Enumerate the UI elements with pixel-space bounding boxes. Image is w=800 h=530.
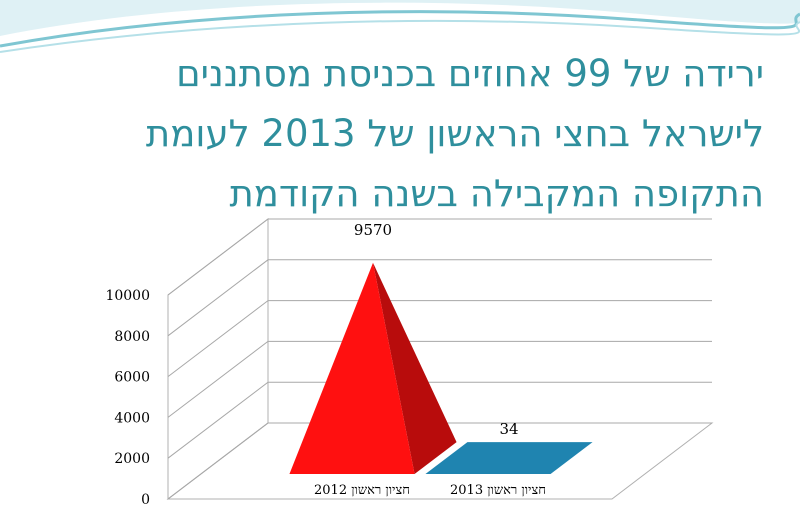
slide-title-line-3: התקופה המקבילה בשנה הקודמת bbox=[229, 172, 764, 215]
pyramid-side-face bbox=[373, 262, 457, 474]
decorative-wave bbox=[0, 0, 800, 53]
data-labels: 9570 34 bbox=[354, 221, 519, 438]
slide-title: ירידה של 99 אחוזים בכניסת מסתננים לישראל… bbox=[4, 44, 764, 224]
pyramid-mark bbox=[425, 442, 593, 474]
y-tick-label: 10000 bbox=[105, 288, 150, 304]
category-label: חציון ראשון 2013 bbox=[450, 483, 546, 498]
gridline bbox=[167, 422, 712, 500]
chart-walls bbox=[166, 217, 714, 501]
category-label: חציון ראשון 2012 bbox=[314, 483, 410, 498]
gridline bbox=[167, 381, 712, 459]
pyramid-mark bbox=[289, 262, 415, 474]
data-label: 9570 bbox=[354, 221, 392, 239]
gridline bbox=[167, 259, 712, 337]
y-tick-label: 4000 bbox=[114, 410, 150, 426]
y-tick-label: 8000 bbox=[114, 329, 150, 345]
category-labels: חציון ראשון 2012 חציון ראשון 2013 bbox=[314, 483, 546, 498]
side-wall bbox=[167, 217, 269, 501]
gridline bbox=[167, 218, 712, 296]
y-tick-label: 2000 bbox=[114, 451, 150, 467]
slide-title-line-1: ירידה של 99 אחוזים בכניסת מסתננים bbox=[176, 52, 764, 95]
chart-marks bbox=[289, 262, 593, 474]
y-axis-ticks: 0 2000 4000 6000 8000 10000 bbox=[105, 288, 150, 508]
data-label: 34 bbox=[499, 420, 518, 438]
y-tick-label: 0 bbox=[141, 492, 150, 508]
y-tick-label: 6000 bbox=[114, 370, 150, 386]
gridline bbox=[167, 300, 712, 377]
gridline bbox=[167, 340, 712, 418]
slide-title-line-2: לישראל בחצי הראשון של 2013 לעומת bbox=[145, 112, 764, 155]
chart-gridlines bbox=[167, 218, 712, 500]
